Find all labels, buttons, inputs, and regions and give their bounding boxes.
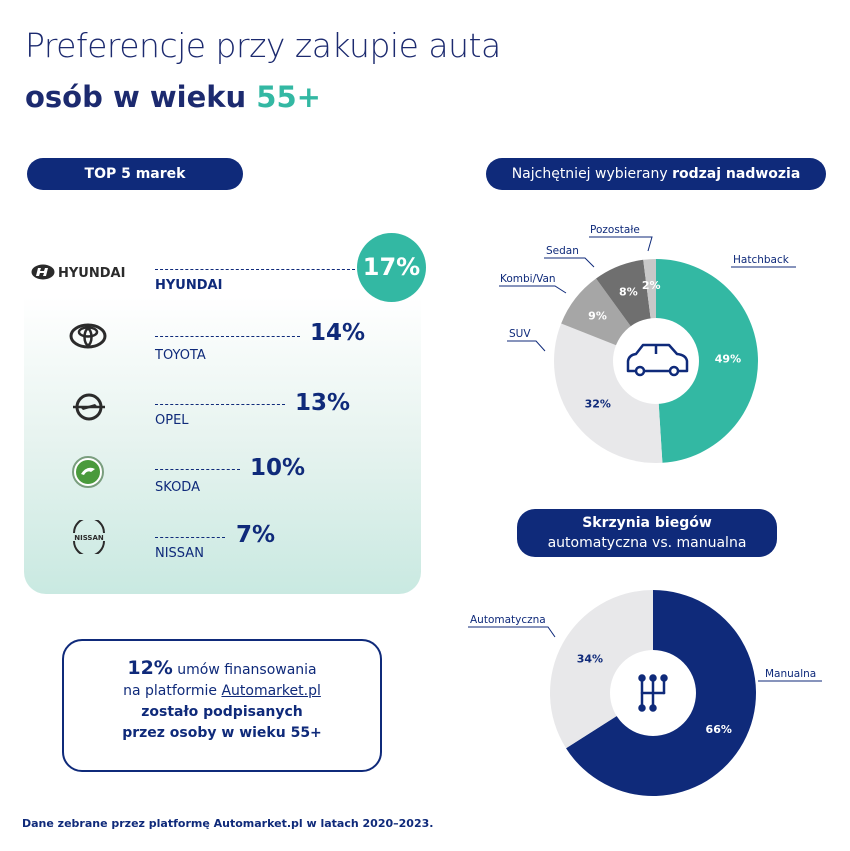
pie-value-label: 66% xyxy=(706,723,732,736)
leader-line xyxy=(155,537,225,538)
gearbox-pill-line1: Skrzynia biegów xyxy=(582,515,712,531)
legend-suv: SUV xyxy=(509,328,531,340)
page-subtitle: osób w wieku 55+ xyxy=(25,80,321,114)
page-title: Preferencje przy zakupie auta xyxy=(25,26,501,65)
footer-note: Dane zebrane przez platformę Automarket.… xyxy=(22,817,434,830)
financing-line2-prefix: na platformie xyxy=(123,683,222,699)
hyundai-logo-icon: HYUNDAI xyxy=(30,259,140,285)
callout-line xyxy=(544,257,595,268)
brand-name-hyundai: HYUNDAI xyxy=(155,278,223,293)
legend-hatchback: Hatchback xyxy=(733,254,790,266)
body-type-pill: Najchętniej wybierany rodzaj nadwozia xyxy=(486,158,826,190)
brand-pct-skoda: 10% xyxy=(250,455,306,481)
brand-name-nissan: NISSAN xyxy=(155,546,204,561)
leader-line xyxy=(155,404,285,405)
pie-value-label: 49% xyxy=(715,353,741,366)
financing-info-box: 12% umów finansowania na platformie Auto… xyxy=(62,639,382,772)
car-icon xyxy=(626,343,689,377)
nissan-logo-text: NISSAN xyxy=(74,534,104,542)
pie-value-label: 9% xyxy=(588,310,607,323)
body-pill-prefix: Najchętniej wybierany xyxy=(511,166,673,182)
pie-value-label: 8% xyxy=(619,285,638,298)
subtitle-accent: 55+ xyxy=(256,80,321,114)
gearbox-pill-line2: automatyczna vs. manualna xyxy=(547,535,747,551)
pie-value-label: 34% xyxy=(577,652,603,665)
legend-sedan: Sedan xyxy=(546,245,579,257)
pie-value-label: 2% xyxy=(642,279,661,292)
brand-pct-opel: 13% xyxy=(295,390,351,416)
gearbox-pill: Skrzynia biegów automatyczna vs. manualn… xyxy=(517,509,777,557)
callout-line xyxy=(468,626,556,638)
legend-manualna: Manualna xyxy=(765,668,816,680)
automarket-link[interactable]: Automarket.pl xyxy=(221,683,321,699)
body-pill-bold: rodzaj nadwozia xyxy=(672,166,801,182)
gear-shift-icon xyxy=(638,674,668,712)
donut-hole xyxy=(613,318,699,404)
leader-line xyxy=(155,469,240,470)
financing-line3: zostało podpisanych xyxy=(141,704,303,720)
pie-slice-hatchback xyxy=(656,259,759,463)
brand-pct-toyota: 14% xyxy=(310,320,366,346)
financing-line4: przez osoby w wieku 55+ xyxy=(122,725,322,741)
skoda-logo-icon xyxy=(70,454,106,490)
brand-name-opel: OPEL xyxy=(155,413,189,428)
toyota-logo-icon xyxy=(68,322,108,350)
financing-line1: umów finansowania xyxy=(172,662,317,678)
hyundai-logo-text: HYUNDAI xyxy=(58,266,125,281)
hyundai-pct-badge: 17% xyxy=(357,233,426,302)
body-type-chart: 49% 32% 9% 8% 2% Hatchback Pozostałe Sedan K… xyxy=(499,224,796,463)
legend-pozostale: Pozostałe xyxy=(590,224,640,236)
callout-line xyxy=(589,236,653,252)
top-brands-pill: TOP 5 marek xyxy=(27,158,243,190)
gearbox-chart: 66% 34% Automatyczna Manualna xyxy=(468,590,822,797)
pie-value-label: 32% xyxy=(585,397,611,410)
callout-line xyxy=(507,340,546,352)
legend-automatyczna: Automatyczna xyxy=(470,614,546,626)
financing-pct: 12% xyxy=(127,657,173,679)
subtitle-prefix: osób w wieku xyxy=(25,80,257,114)
leader-line xyxy=(155,269,355,270)
nissan-logo-icon: NISSAN xyxy=(64,519,114,555)
brand-pct-nissan: 7% xyxy=(236,522,276,548)
legend-kombi-van: Kombi/Van xyxy=(500,273,556,285)
brand-name-skoda: SKODA xyxy=(155,480,200,495)
callout-line xyxy=(499,285,567,294)
opel-logo-icon xyxy=(70,390,108,424)
brand-name-toyota: TOYOTA xyxy=(155,348,206,363)
leader-line xyxy=(155,336,300,337)
